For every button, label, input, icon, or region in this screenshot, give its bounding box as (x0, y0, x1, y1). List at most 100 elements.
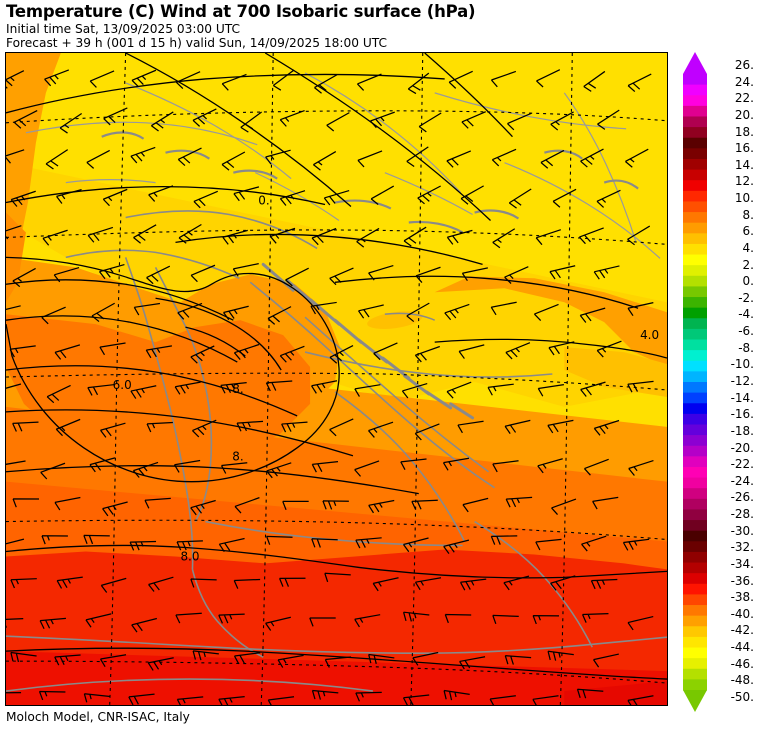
colorbar-cell (683, 520, 707, 532)
colorbar-cell (683, 84, 707, 96)
page-title: Temperature (C) Wind at 700 Isobaric sur… (6, 2, 476, 21)
colorbar-tick-label: -46. (730, 656, 754, 671)
wind-barb (590, 578, 618, 590)
colorbar-tick-label: -24. (730, 473, 754, 488)
colorbar-extend-top (683, 52, 707, 74)
wind-barb (444, 613, 472, 624)
wind-barb (489, 695, 516, 705)
wind-barb (491, 148, 517, 167)
colorbar-tick-label: 0. (742, 274, 754, 289)
initial-time-label: Initial time Sat, 13/09/2025 03:00 UTC (6, 22, 241, 36)
wind-barb (240, 111, 262, 133)
band-pocket-warm (367, 311, 423, 329)
wind-barb (218, 537, 245, 553)
wind-barb (130, 146, 156, 164)
colorbar-tick-label: 16. (734, 141, 754, 156)
wind-barb (356, 227, 380, 248)
wind-barb (266, 535, 293, 545)
colorbar-cell (683, 105, 707, 118)
map-plot-area: 6.0 8. 8. 8.0 4.0 0. (5, 52, 668, 706)
wind-barb (310, 301, 337, 315)
wind-barb (326, 112, 350, 132)
wind-barb (414, 577, 442, 591)
colorbar-cell (683, 275, 707, 288)
wind-barb (414, 423, 440, 441)
colorbar-cell (683, 403, 707, 415)
colorbar-cell (683, 254, 707, 266)
wind-barb (146, 265, 171, 285)
colorbar-cell (683, 445, 707, 457)
wind-barb (87, 226, 114, 243)
wind-barb (100, 577, 127, 593)
colorbar-cell (683, 456, 707, 468)
wind-barb (267, 696, 295, 705)
wind-barb (592, 496, 619, 510)
wind-barb (490, 535, 518, 545)
wind-barb (42, 229, 68, 246)
colorbar-tick-label: -50. (730, 690, 754, 704)
wind-barb (627, 225, 651, 246)
wind-barb (131, 69, 157, 88)
wind-barb (41, 306, 66, 325)
colorbar-tick-label: -32. (730, 540, 754, 555)
wind-barb (41, 535, 68, 545)
wind-barb (38, 690, 66, 701)
wind-barb (279, 109, 305, 127)
colorbar-cell (683, 350, 707, 362)
wind-barb (354, 460, 380, 477)
colorbar-cell (683, 413, 707, 426)
wind-barb (368, 653, 395, 664)
wind-barb (265, 616, 291, 631)
contour-label: 4.0 (640, 328, 659, 342)
wind-barb (6, 692, 22, 694)
wind-barb (461, 111, 486, 129)
wind-barb (193, 190, 219, 209)
wind-barb (505, 342, 531, 360)
wind-barb (129, 540, 157, 551)
wind-barb (267, 306, 292, 325)
wind-barb (532, 695, 559, 705)
colorbar-cell (683, 498, 707, 511)
wind-barb (504, 266, 529, 284)
wind-barb (401, 382, 428, 399)
wind-barb (446, 381, 472, 399)
wind-barb (266, 462, 292, 479)
wind-barb (533, 303, 559, 322)
wind-barb (323, 189, 350, 206)
colorbar-cell (683, 594, 707, 606)
colorbar-cell (683, 297, 707, 309)
contour-label: 8. (232, 382, 243, 396)
colorbar-tick-label: -34. (730, 556, 754, 571)
colorbar-tick-label: -8. (738, 340, 754, 355)
colorbar-tick-label: 22. (734, 91, 754, 106)
colorbar-tick-label: -38. (730, 590, 754, 605)
wind-barb (625, 148, 649, 168)
wind-barb (581, 535, 607, 552)
wind-barb (329, 267, 354, 286)
colorbar-cell (683, 668, 707, 680)
wind-barb (6, 305, 21, 311)
wind-barb (402, 537, 429, 553)
colorbar-cell (683, 466, 707, 479)
wind-barb (99, 342, 126, 356)
wind-barb (356, 73, 382, 91)
wind-barb (178, 223, 202, 244)
colorbar-cell (683, 201, 707, 213)
colorbar-tick-label: -36. (730, 573, 754, 588)
wind-barb (448, 70, 473, 89)
wind-barb (369, 111, 395, 129)
wind-barb (269, 227, 296, 244)
wind-barb (12, 267, 36, 288)
wind-barb (459, 578, 487, 591)
wind-barb (177, 302, 203, 320)
colorbar-cell (683, 626, 707, 638)
colorbar-cell (683, 360, 707, 372)
wind-barb (329, 345, 354, 364)
wind-barb (311, 689, 339, 700)
band-corner-tl (6, 53, 61, 283)
wind-barb (148, 185, 174, 202)
wind-barb (552, 188, 577, 208)
wind-barb (236, 420, 264, 432)
wind-barb (593, 265, 620, 280)
wind-barb (537, 383, 565, 397)
